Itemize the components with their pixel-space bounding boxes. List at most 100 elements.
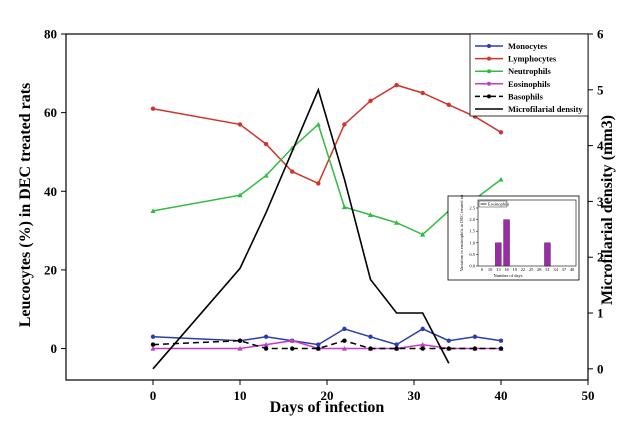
data-point bbox=[150, 106, 156, 111]
y-tick-label: 60 bbox=[44, 105, 57, 120]
data-point bbox=[394, 342, 399, 347]
x-tick-label: 30 bbox=[408, 388, 421, 403]
y2-tick-label: 1 bbox=[597, 306, 604, 321]
legend-label: Neutrophils bbox=[508, 66, 552, 76]
data-point bbox=[342, 122, 347, 127]
data-point bbox=[150, 208, 156, 214]
data-point bbox=[263, 346, 269, 351]
data-point bbox=[263, 172, 269, 178]
y-tick-label: 0 bbox=[51, 341, 58, 356]
data-point bbox=[368, 334, 373, 339]
legend-marker bbox=[487, 56, 491, 61]
inset-marks: 0 10 13 16 19 22 25 28 31 34 37 40 0.0 0.5 1.0 1.5 2.0 2.… bbox=[469, 206, 575, 273]
data-point bbox=[341, 204, 347, 210]
data-point bbox=[420, 90, 425, 96]
y-axis-title: Leucocytes (%) in DEC treated rats bbox=[17, 83, 34, 328]
inset-y-tick-label: 2.0 bbox=[469, 217, 475, 222]
data-point bbox=[342, 338, 347, 343]
inset-x-tick-label: 13 bbox=[496, 267, 501, 272]
inset-x-tick-label: 0 bbox=[481, 267, 484, 272]
data-point bbox=[263, 342, 269, 347]
data-point bbox=[446, 102, 451, 107]
legend-label: Lymphocytes bbox=[508, 54, 557, 64]
inset-x-tick-label: 19 bbox=[512, 267, 517, 272]
data-point bbox=[420, 326, 425, 332]
inset-y-tick-label: 1.0 bbox=[469, 240, 475, 245]
data-point bbox=[446, 346, 451, 351]
data-point bbox=[237, 122, 243, 127]
inset-x-tick-label: 16 bbox=[504, 267, 509, 272]
y2-tick-label: 0 bbox=[597, 361, 604, 376]
y2-tick-label: 2 bbox=[597, 250, 604, 265]
inset-chart: Eosinophils Number of days Variation in … bbox=[447, 194, 580, 281]
y2-tick-label: 6 bbox=[597, 27, 604, 42]
data-point bbox=[420, 342, 426, 347]
data-point bbox=[368, 346, 373, 351]
legend-label: Monocytes bbox=[508, 41, 548, 51]
data-point bbox=[368, 98, 373, 104]
y2-tick-label: 4 bbox=[597, 138, 604, 153]
inset-bar bbox=[503, 219, 510, 267]
inset-bar bbox=[544, 242, 551, 267]
legend: Monocytes Lymphocytes Neutrophils Eosinophi… bbox=[469, 33, 589, 117]
data-point bbox=[498, 130, 504, 135]
data-point bbox=[498, 176, 504, 182]
data-point bbox=[263, 141, 269, 147]
x-tick-label: 10 bbox=[234, 388, 247, 403]
inset-x-tick-label: 22 bbox=[521, 267, 526, 272]
inset-y-title: Variation in eosinophils in DEC treated … bbox=[459, 194, 464, 271]
inset-y-tick-label: 2.5 bbox=[469, 206, 475, 211]
inset-x-title: Number of days bbox=[494, 273, 523, 278]
y2-tick-label: 5 bbox=[597, 82, 604, 97]
y-tick-label: 40 bbox=[44, 184, 57, 199]
inset-x-tick-label: 25 bbox=[529, 267, 534, 272]
data-point bbox=[316, 342, 321, 347]
data-point bbox=[394, 82, 399, 88]
inset-y-tick-label: 0.0 bbox=[469, 264, 475, 269]
data-point bbox=[472, 334, 478, 339]
data-point bbox=[498, 346, 504, 351]
inset-x-tick-label: 40 bbox=[570, 267, 575, 272]
inset-y-tick-label: 1.5 bbox=[469, 229, 475, 234]
series-line-monocytes bbox=[152, 328, 502, 346]
data-point bbox=[446, 338, 451, 343]
inset-y-tick-label: 0.5 bbox=[469, 252, 475, 257]
data-point bbox=[420, 231, 426, 237]
data-point bbox=[316, 346, 321, 351]
y2-axis-title: Microfilarial density (mm3) bbox=[599, 115, 616, 305]
y-tick-label: 20 bbox=[44, 262, 57, 277]
data-point bbox=[315, 121, 321, 127]
legend-marker bbox=[487, 94, 491, 99]
data-point bbox=[237, 192, 243, 198]
inset-x-tick-label: 10 bbox=[488, 267, 493, 272]
legend-label: Basophils bbox=[508, 91, 544, 101]
inset-x-tick-label: 37 bbox=[562, 267, 567, 272]
data-point bbox=[394, 346, 399, 351]
data-point bbox=[367, 212, 374, 217]
inset-legend-box bbox=[478, 200, 508, 208]
data-point bbox=[150, 334, 156, 339]
y-tick-label: 80 bbox=[44, 27, 57, 42]
data-point bbox=[498, 338, 504, 343]
x-tick-label: 20 bbox=[321, 388, 334, 403]
x-axis-title: Days of infection bbox=[270, 399, 385, 416]
series-line-lymphocytes bbox=[152, 84, 502, 185]
data-point bbox=[472, 346, 478, 351]
inset-plot-frame bbox=[477, 199, 577, 267]
data-point bbox=[237, 338, 243, 343]
inset-legend-label: Eosinophils bbox=[488, 202, 510, 207]
data-point bbox=[289, 338, 295, 343]
data-point bbox=[263, 334, 269, 339]
y2-tick-label: 3 bbox=[597, 194, 604, 209]
legend-marker bbox=[487, 81, 491, 86]
x-tick-label: 40 bbox=[495, 388, 508, 403]
data-point bbox=[342, 326, 347, 332]
legend-marker bbox=[487, 69, 491, 74]
x-tick-label: 0 bbox=[150, 388, 157, 403]
x-tick-label: 50 bbox=[582, 388, 595, 403]
legend-marker bbox=[487, 44, 491, 48]
series-line-microfilarial-density bbox=[152, 87, 450, 370]
